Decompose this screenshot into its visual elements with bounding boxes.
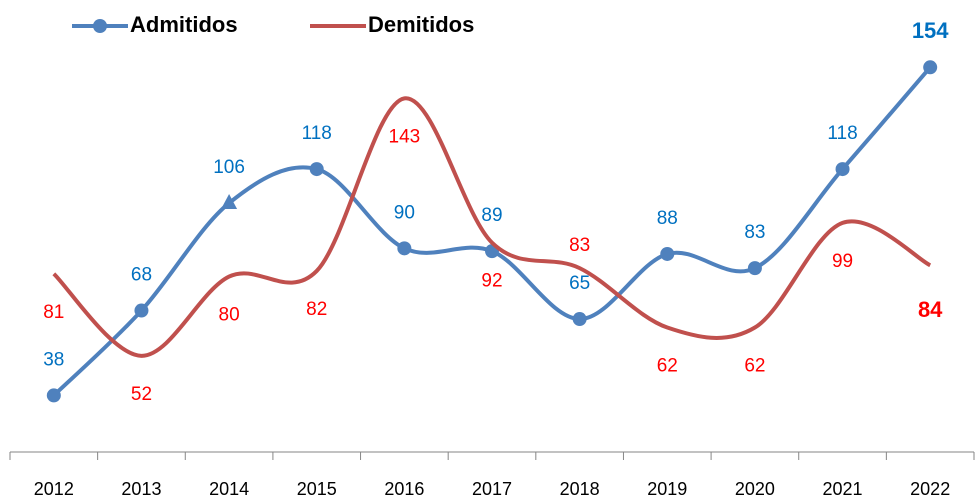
x-tick-label: 2018 <box>560 479 600 499</box>
data-label: 89 <box>481 205 502 226</box>
data-label: 99 <box>832 251 853 272</box>
point-marker <box>835 162 850 177</box>
data-label: 65 <box>569 273 590 294</box>
point-marker <box>221 194 238 210</box>
legend-label: Demitidos <box>368 12 474 37</box>
point-marker <box>134 303 149 318</box>
x-tick-label: 2021 <box>823 479 863 499</box>
x-tick-label: 2020 <box>735 479 775 499</box>
series-line <box>52 65 932 397</box>
data-label: 81 <box>43 302 64 323</box>
x-tick-label: 2014 <box>209 479 249 499</box>
data-label: 92 <box>481 271 502 292</box>
point-marker <box>747 261 762 276</box>
data-label: 106 <box>213 157 245 178</box>
data-label: 90 <box>394 202 415 223</box>
data-label: 82 <box>306 299 327 320</box>
x-tick-label: 2013 <box>121 479 161 499</box>
legend-marker <box>93 19 107 33</box>
data-label: 88 <box>657 208 678 229</box>
data-label: 83 <box>569 235 590 256</box>
legend-label: Admitidos <box>130 12 238 37</box>
point-marker <box>923 60 938 75</box>
data-label: 38 <box>43 349 64 370</box>
data-label: 84 <box>918 297 943 322</box>
x-tick-label: 2012 <box>34 479 74 499</box>
data-label: 83 <box>744 222 765 243</box>
data-label: 118 <box>827 123 857 144</box>
data-label: 154 <box>912 18 949 43</box>
point-marker <box>572 312 587 327</box>
point-marker <box>660 246 675 261</box>
series-line <box>52 96 932 358</box>
data-label: 62 <box>657 356 678 377</box>
data-label: 68 <box>131 265 152 286</box>
x-tick-label: 2019 <box>647 479 687 499</box>
point-marker <box>309 162 324 177</box>
data-label: 62 <box>744 356 765 377</box>
x-tick-label: 2022 <box>910 479 950 499</box>
data-label: 118 <box>302 123 332 144</box>
data-label: 52 <box>131 384 152 405</box>
point-marker <box>46 388 61 403</box>
data-label: 143 <box>389 126 421 147</box>
x-tick-label: 2015 <box>297 479 337 499</box>
x-tick-label: 2016 <box>384 479 424 499</box>
point-marker <box>397 241 412 256</box>
x-tick-label: 2017 <box>472 479 512 499</box>
data-label: 80 <box>219 305 240 326</box>
